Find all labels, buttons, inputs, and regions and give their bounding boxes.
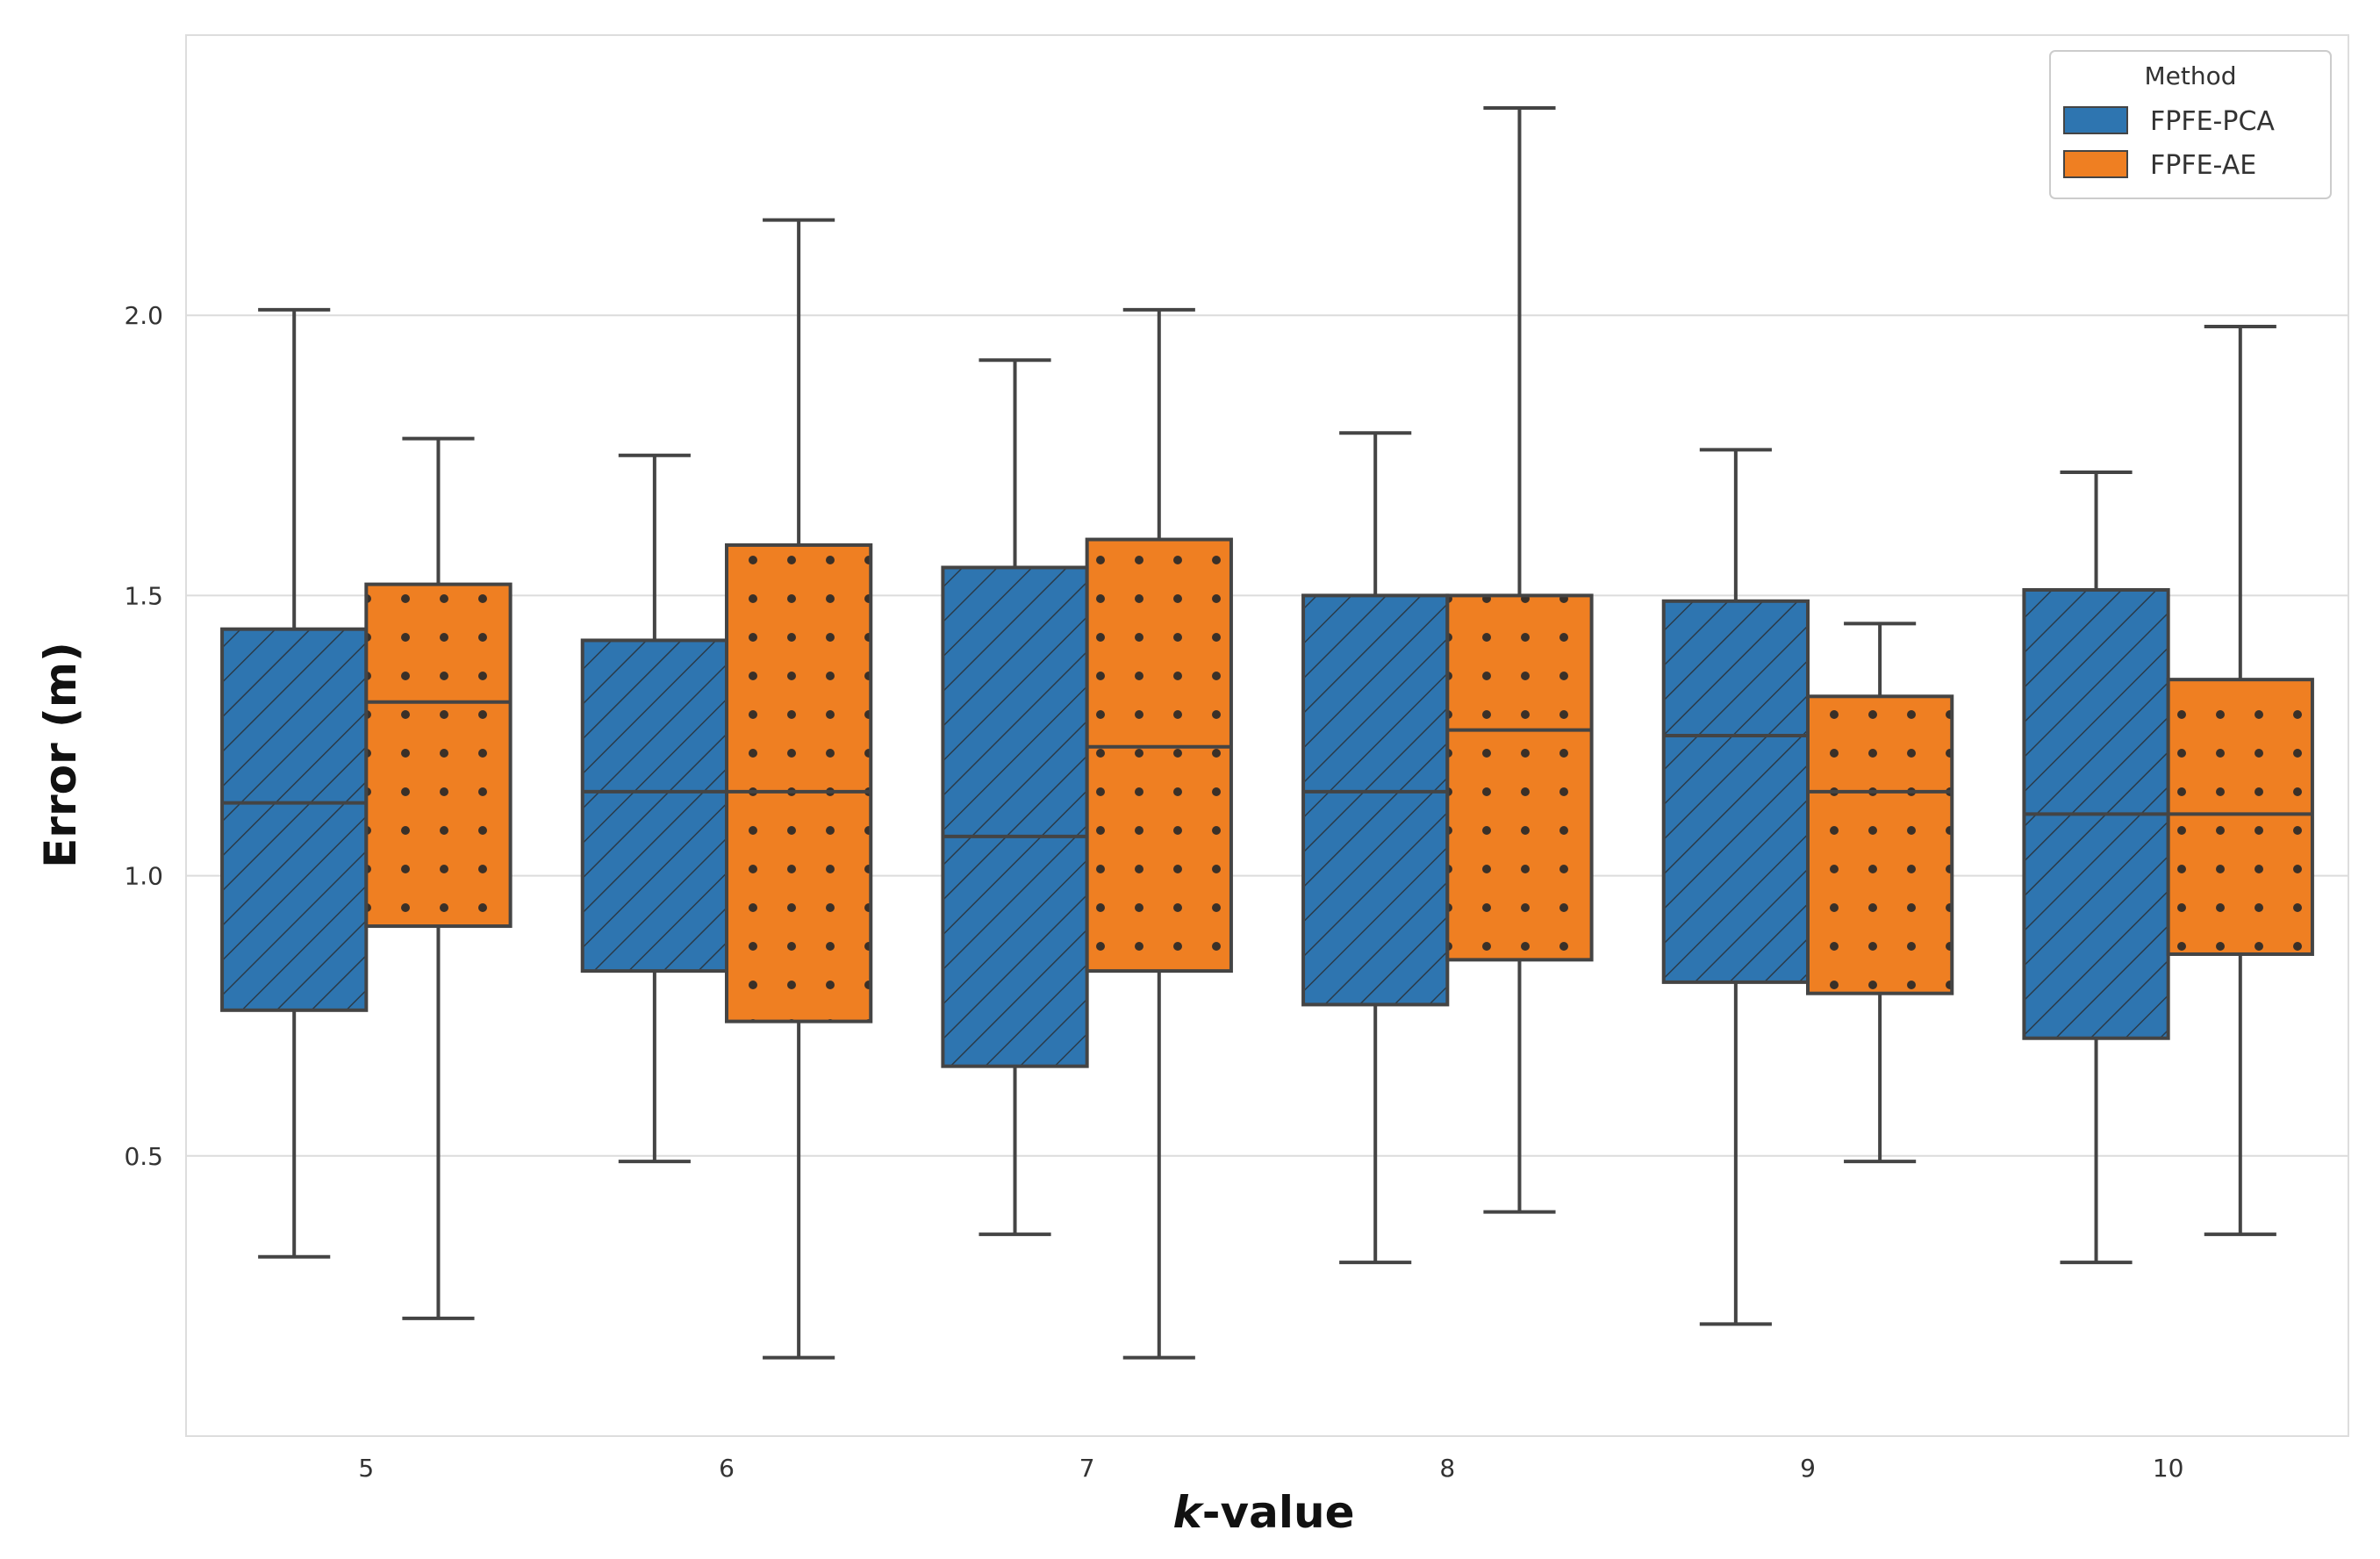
box-hatch (2166, 678, 2314, 956)
y-tick-label: 0.5 (124, 1142, 163, 1171)
x-tick-label: 10 (2153, 1454, 2184, 1483)
box-fpfe-ae-k9 (1806, 621, 1954, 1164)
x-axis-label: k-value (1173, 1487, 1355, 1538)
x-axis-label-italic: k (1173, 1487, 1205, 1538)
box-fpfe-pca-k10 (2022, 470, 2170, 1265)
box-fpfe-pca-k7 (941, 358, 1089, 1237)
box-hatch (1085, 537, 1233, 973)
legend-swatch-fpfe-ae (2063, 150, 2128, 178)
legend-label-fpfe-ae: FPFE-AE (2150, 150, 2256, 181)
box-fpfe-pca-k9 (1661, 448, 1810, 1326)
box-fpfe-ae-k6 (725, 218, 873, 1360)
box-hatch (580, 638, 728, 973)
y-tick-label: 2.0 (124, 301, 163, 330)
legend-title: Method (2144, 61, 2236, 90)
box-fpfe-ae-k7 (1085, 307, 1233, 1360)
x-tick-label: 8 (1439, 1454, 1455, 1483)
box-fpfe-pca-k6 (580, 453, 728, 1164)
box-hatch (220, 627, 369, 1012)
x-tick-label: 6 (719, 1454, 735, 1483)
y-axis-label: Error (m) (35, 642, 86, 868)
x-tick-label: 9 (1800, 1454, 1816, 1483)
box-fpfe-ae-k10 (2166, 324, 2314, 1237)
box-hatch (941, 565, 1089, 1068)
x-axis-label-rest: -value (1202, 1487, 1355, 1538)
tick-labels: 0.5 1.0 1.5 2.0 5 6 7 8 9 10 (124, 301, 2183, 1483)
x-tick-label: 7 (1079, 1454, 1095, 1483)
boxes (220, 105, 2314, 1360)
gridlines (186, 314, 2348, 1157)
box-fpfe-pca-k5 (220, 307, 369, 1259)
legend-label-fpfe-pca: FPFE-PCA (2150, 106, 2275, 137)
box-hatch (1661, 599, 1810, 984)
box-fpfe-ae-k5 (364, 436, 513, 1320)
y-tick-label: 1.5 (124, 581, 163, 610)
x-tick-label: 5 (358, 1454, 374, 1483)
y-tick-label: 1.0 (124, 862, 163, 891)
box-hatch (1445, 593, 1594, 962)
box-hatch (364, 582, 513, 929)
box-hatch (725, 542, 873, 1024)
box-fpfe-pca-k8 (1301, 431, 1450, 1265)
box-fpfe-ae-k8 (1445, 105, 1594, 1214)
plot-frame (185, 34, 2349, 1437)
box-hatch (1806, 694, 1954, 995)
legend-swatch-fpfe-pca (2063, 106, 2128, 134)
legend: Method FPFE-PCA FPFE-AE (2049, 50, 2332, 199)
box-hatch (1301, 593, 1450, 1007)
